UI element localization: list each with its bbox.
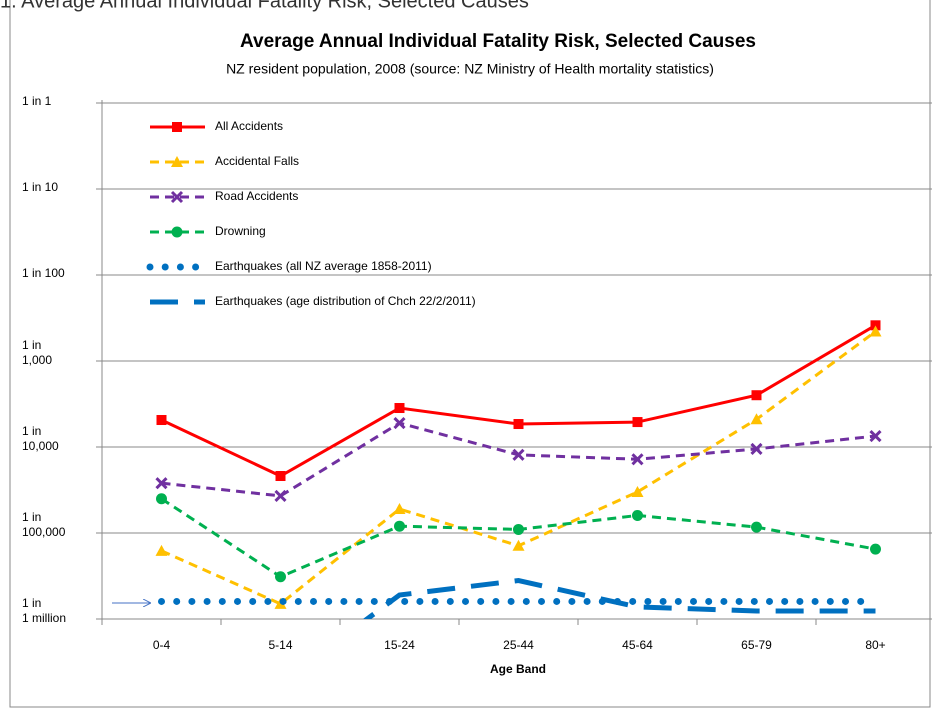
marker — [394, 520, 405, 532]
marker — [631, 453, 644, 466]
legend-marker — [171, 156, 183, 167]
marker — [275, 571, 286, 583]
y-tick-label: 1 in 1,000 — [22, 338, 53, 367]
marker — [869, 430, 882, 443]
marker — [870, 320, 881, 331]
series — [156, 320, 881, 482]
marker — [632, 509, 643, 521]
series — [155, 416, 882, 502]
y-tick-label: 1 in 100 — [22, 265, 65, 280]
x-tick-label: 25-44 — [503, 638, 534, 652]
marker — [155, 477, 168, 490]
marker — [393, 416, 406, 430]
series-line — [160, 497, 876, 579]
legend-marker — [172, 122, 182, 132]
x-tick-label: 5-14 — [268, 638, 292, 652]
marker — [751, 521, 762, 533]
marker — [751, 390, 762, 401]
marker — [274, 489, 287, 502]
series — [156, 493, 881, 583]
legend-label: Road Accidents — [215, 189, 298, 203]
x-tick-label: 45-64 — [622, 638, 653, 652]
chart-subtitle: NZ resident population, 2008 (source: NZ… — [226, 61, 714, 77]
y-tick-label: 1 in 100,000 — [22, 510, 66, 539]
frame — [9, 0, 931, 708]
x-tick-label: 65-79 — [741, 638, 772, 652]
marker — [750, 442, 763, 455]
marker — [512, 448, 525, 461]
legend-label: Accidental Falls — [215, 154, 299, 168]
marker — [870, 543, 881, 555]
legend-label: Earthquakes (age distribution of Chch 22… — [215, 294, 476, 308]
marker — [513, 419, 524, 430]
y-tick-label: 1 in 10,000 — [22, 424, 59, 453]
x-tick-label: 80+ — [865, 638, 885, 652]
marker — [156, 415, 167, 426]
marker — [631, 485, 644, 497]
marker — [750, 413, 763, 425]
chart-title: Average Annual Individual Fatality Risk,… — [240, 31, 756, 52]
legend-label: All Accidents — [215, 119, 283, 133]
marker — [394, 403, 405, 414]
y-tick-label: 1 in 10 — [22, 179, 59, 194]
x-tick-label: 0-4 — [153, 638, 171, 652]
marker — [512, 539, 525, 551]
marker — [869, 325, 882, 337]
marker — [155, 544, 168, 556]
marker — [156, 493, 167, 505]
y-tick-label: 1 in 1 million — [22, 596, 67, 625]
legend-marker — [170, 190, 184, 204]
series-line — [160, 330, 877, 606]
x-axis-label: Age Band — [490, 662, 546, 676]
y-tick-label: 1 in 1 — [22, 93, 52, 108]
marker — [393, 503, 406, 515]
legend-marker — [171, 226, 183, 238]
legend-label: Drowning — [215, 224, 266, 238]
marker — [632, 417, 643, 428]
x-tick-label: 15-24 — [384, 638, 415, 652]
series — [362, 578, 876, 619]
legend-label: Earthquakes (all NZ average 1858-2011) — [215, 259, 432, 273]
series-line — [161, 421, 876, 498]
series-line — [362, 578, 876, 619]
marker — [513, 523, 524, 535]
page-title: 1. Average Annual Individual Fatality Ri… — [0, 0, 529, 12]
marker — [275, 471, 286, 482]
